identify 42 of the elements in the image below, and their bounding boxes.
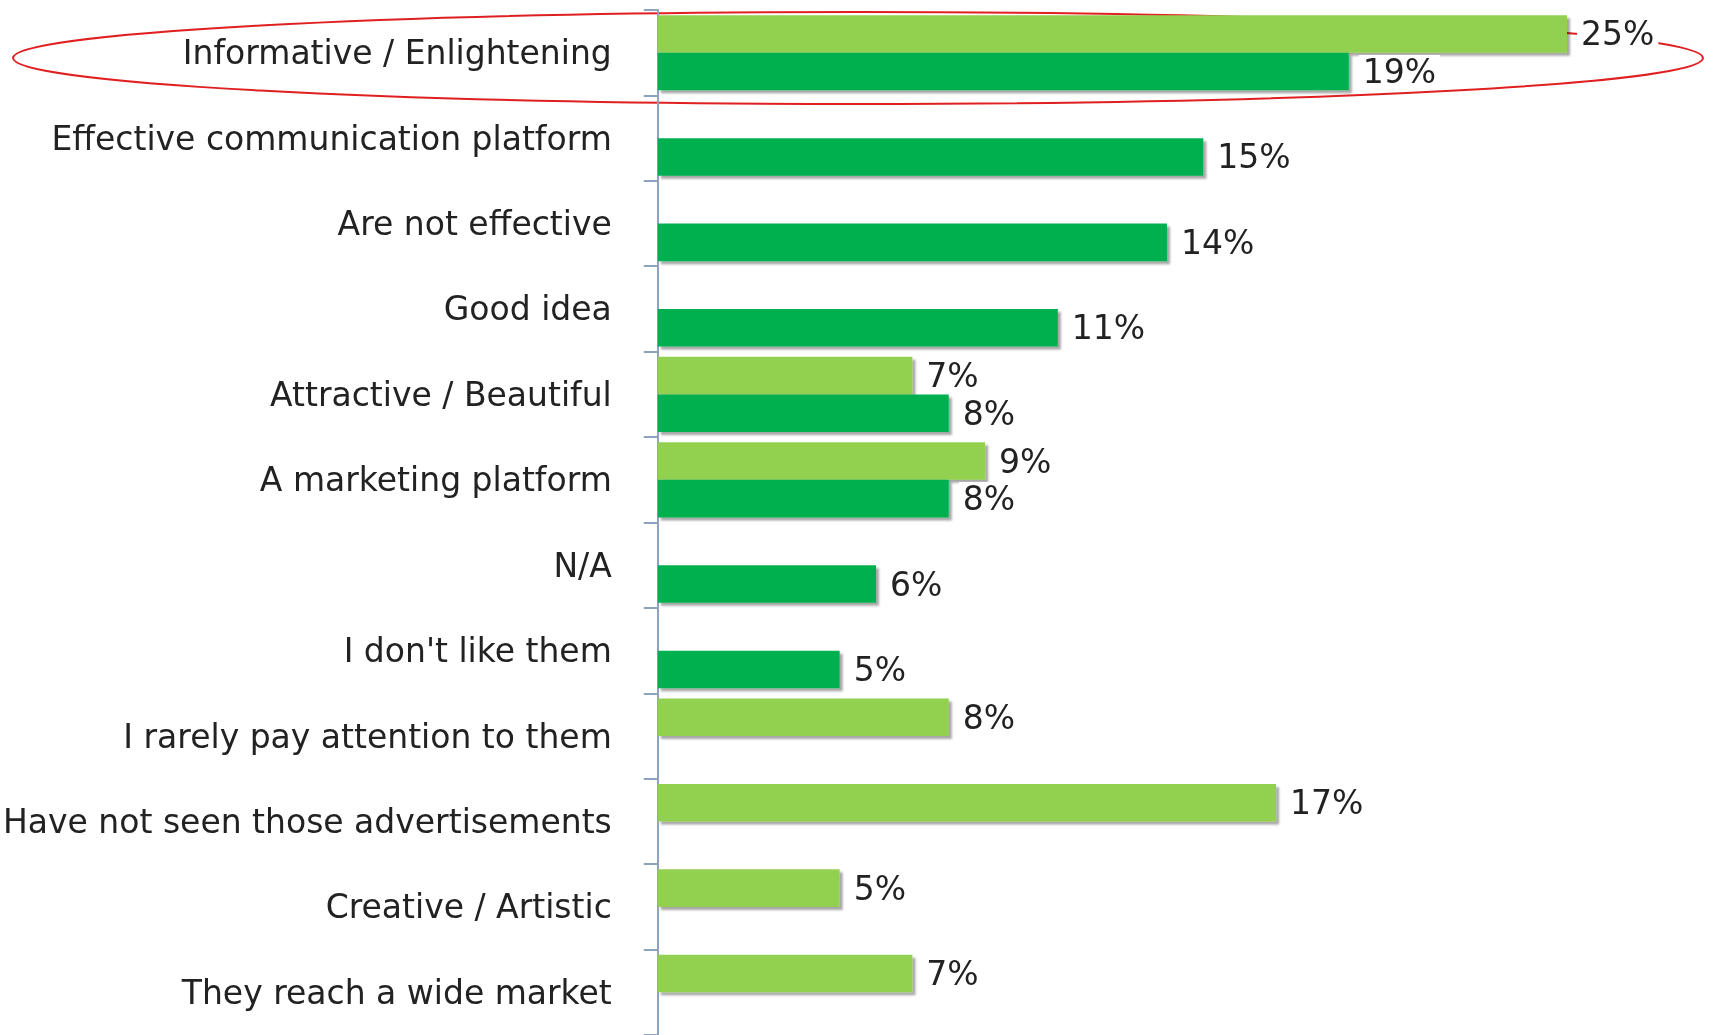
data-label: 11%: [1071, 308, 1146, 348]
bar: [657, 356, 913, 395]
data-label: 17%: [1290, 783, 1364, 823]
bar: [657, 479, 949, 518]
data-label: 9%: [999, 441, 1052, 481]
y-tick-label: Effective communication platform: [51, 118, 612, 158]
data-label: 8%: [962, 479, 1016, 519]
data-label: 5%: [853, 868, 906, 908]
bar: [657, 223, 1167, 262]
data-label: 8%: [962, 393, 1016, 433]
y-tick-label: Attractive / Beautiful: [270, 374, 612, 414]
y-tick-label: I don't like them: [343, 631, 612, 671]
data-label: 15%: [1217, 137, 1291, 177]
bar: [657, 442, 986, 480]
y-tick-label: Creative / Artistic: [325, 887, 612, 927]
bar: [657, 52, 1349, 91]
data-label: 19%: [1362, 52, 1437, 91]
data-label: 7%: [926, 356, 979, 396]
bar: [657, 138, 1204, 176]
bar: [657, 783, 1277, 822]
data-label: 14%: [1180, 222, 1255, 262]
data-label: 8%: [962, 697, 1016, 737]
y-tick-label: Are not effective: [337, 204, 612, 244]
bar: [657, 394, 949, 432]
y-tick-label: I rarely pay attention to them: [123, 716, 612, 756]
data-label: 25%: [1581, 14, 1655, 54]
y-tick-label: Have not seen those advertisements: [3, 801, 612, 841]
y-tick-label: They reach a wide market: [180, 972, 612, 1012]
y-tick-label: N/A: [553, 545, 613, 585]
bar: [657, 565, 876, 603]
bar: [657, 308, 1058, 347]
data-label: 5%: [853, 649, 906, 689]
y-tick-label: Informative / Enlightening: [182, 33, 612, 73]
data-label: 7%: [926, 954, 979, 993]
bar: [657, 15, 1567, 53]
bar: [657, 650, 840, 689]
data-label: 6%: [890, 564, 943, 604]
bar: [657, 954, 913, 993]
y-tick-label: Good idea: [443, 289, 612, 329]
bar: [657, 698, 949, 737]
bar: [657, 869, 840, 907]
y-tick-label: A marketing platform: [259, 460, 612, 500]
